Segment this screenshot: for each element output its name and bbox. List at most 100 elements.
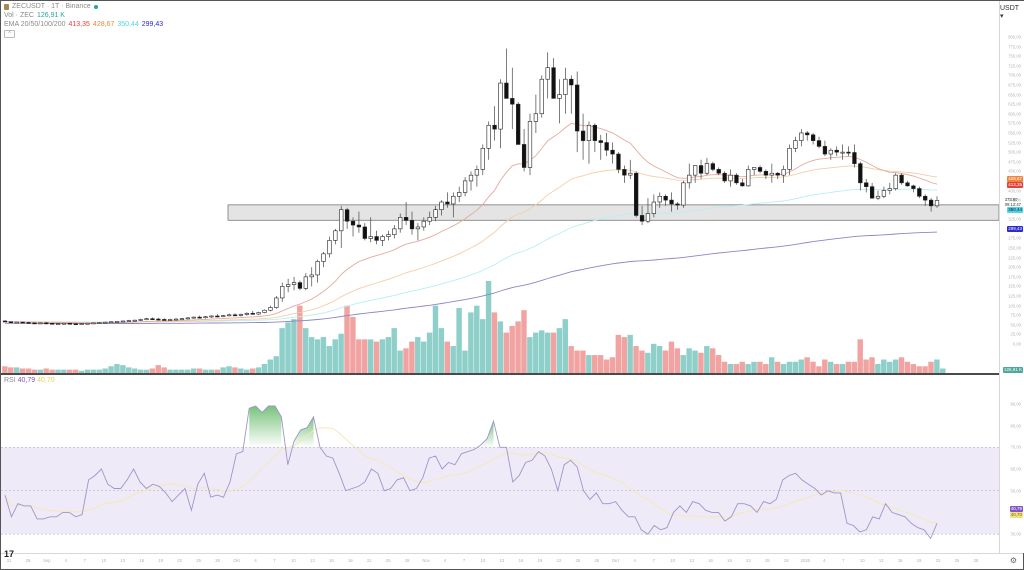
ema200-line [5, 231, 938, 324]
time-tick-label: 25 [196, 558, 201, 563]
price-tick-label: 200,00 [1008, 264, 1021, 270]
ema-price-badge: 350,44 [1007, 206, 1023, 213]
ema20-value: 413,35 [68, 21, 90, 28]
rsi-label: RSI [4, 377, 16, 384]
time-tick-label: Nov [422, 558, 430, 563]
tradingview-logo[interactable]: 17 [4, 549, 15, 559]
time-tick-label: 13 [120, 558, 126, 563]
price-tick-label: 150,00 [1008, 283, 1021, 289]
symbol-row[interactable]: ZECUSDT · 1T · Binance [4, 2, 163, 11]
time-tick-label: 10 [101, 558, 107, 563]
price-tick-label: 75,00 [1010, 312, 1021, 318]
time-tick-label: 16 [708, 558, 713, 563]
time-tick-label: 10 [670, 558, 675, 563]
time-tick-label: 10 [291, 558, 296, 563]
price-tick-label: 225,00 [1008, 255, 1021, 261]
collapse-legend-button[interactable]: ^ [4, 30, 15, 38]
ema100-value: 350,44 [117, 21, 139, 28]
candlestick-chart[interactable] [1, 1, 999, 373]
time-tick-label: 10 [480, 558, 486, 563]
rsi-tick-label: 60,00 [1010, 466, 1021, 472]
price-tick-label: 250,00 [1008, 245, 1021, 251]
time-tick-label: 4 [823, 558, 826, 563]
price-tick-label: 600,00 [1008, 111, 1021, 117]
time-tick-label: 28 [215, 558, 220, 563]
ema-indicator-row[interactable]: EMA 20/50/100/200 413,35 428,67 350,44 2… [4, 20, 163, 29]
time-tick-label: 13 [689, 558, 694, 563]
time-tick-label: 22 [366, 558, 372, 563]
time-tick-label: 19 [727, 558, 732, 563]
rsi-value-badge: 40,79 [1009, 505, 1023, 512]
time-tick-label: 13 [310, 558, 315, 563]
time-tick-label: 7 [273, 558, 276, 563]
currency-selector[interactable]: USDT ▾ [1000, 5, 1019, 20]
time-tick-label: 25 [385, 558, 391, 563]
time-tick-label: 19 [916, 558, 922, 563]
ema-price-badge: 299,43 [1007, 226, 1023, 233]
price-tick-label: 100,00 [1008, 303, 1021, 309]
volume-label: Vol · ZEC [4, 12, 34, 19]
chart-legend: ZECUSDT · 1T · Binance Vol · ZEC 126,91 … [4, 2, 163, 38]
volume-indicator-row[interactable]: Vol · ZEC 126,91 K [4, 11, 163, 20]
price-tick-label: 500,00 [1008, 149, 1021, 155]
time-tick-label: 28 [594, 558, 600, 563]
rsi-legend[interactable]: RSI 40,79 40,70 [4, 377, 55, 384]
price-tick-label: 700,00 [1008, 72, 1021, 78]
last-price-label: 373,80 09:12:47 [1004, 196, 1021, 207]
rsi-value-badge: 40,70 [1009, 511, 1023, 518]
rsi-ma-line [4, 427, 937, 523]
settings-gear-icon[interactable]: ⚙ [1009, 556, 1017, 565]
price-tick-label: 275,00 [1008, 235, 1021, 241]
price-tick-label: 575,00 [1008, 120, 1021, 126]
price-tick-label: 0,00 [1012, 341, 1021, 347]
symbol-title: ZECUSDT · 1T · Binance [12, 3, 91, 10]
time-tick-label: 16 [328, 558, 334, 563]
time-tick-label: 19 [347, 558, 353, 563]
time-tick-label: 7 [462, 558, 466, 563]
rsi-pane[interactable] [1, 375, 999, 553]
price-tick-label: 475,00 [1008, 159, 1021, 165]
price-axis[interactable]: USDT ▾ 800,00 775,00 750,00 725,00 700,00 675… [999, 1, 1024, 553]
time-tick-label: 13 [499, 558, 505, 563]
ema-price-badge: 428,67 [1007, 176, 1023, 183]
time-tick-label: 4 [64, 558, 68, 563]
support-zone[interactable] [227, 204, 999, 221]
ema50-value: 428,67 [92, 21, 115, 28]
price-tick-label: 50,00 [1010, 322, 1021, 328]
time-axis[interactable]: ⚙ 31 28 Sep 4 7 10 13 16 19 22 25 28 Okt 4 7 10 13 16 19 22… [1, 553, 1023, 569]
time-tick-label: 28 [784, 558, 789, 563]
time-tick-label: Okt [233, 558, 240, 563]
time-tick-label: 16 [139, 558, 145, 563]
zec-coin-icon [4, 3, 9, 10]
time-tick-label: 4 [633, 558, 636, 563]
time-tick-label: 16 [897, 558, 903, 563]
time-tick-label: 7 [83, 558, 86, 563]
time-tick-label: 25 [575, 558, 581, 563]
price-pane[interactable] [1, 1, 999, 373]
time-tick-label: 22 [935, 558, 941, 563]
candles [2, 48, 940, 325]
pane-separator[interactable] [1, 373, 1023, 375]
time-tick-label: 19 [537, 558, 543, 563]
volume-value: 126,91 K [36, 12, 65, 19]
volume-bars [2, 281, 946, 373]
rsi-chart[interactable] [1, 375, 999, 553]
time-tick-label: 31 [6, 558, 12, 563]
rsi-tick-label: 80,00 [1010, 423, 1021, 429]
price-tick-label: 650,00 [1008, 92, 1021, 98]
price-tick-label: 325,00 [1008, 216, 1021, 222]
time-tick-label: 7 [842, 558, 845, 563]
volume-badge: 126,91 K [1002, 367, 1023, 373]
price-tick-label: 175,00 [1008, 274, 1021, 280]
time-tick-label: 2026 [800, 558, 811, 563]
ema20-line [4, 123, 938, 324]
rsi-tick-label: 90,00 [1010, 401, 1021, 407]
market-status-icon [93, 4, 98, 9]
time-tick-label: 28 [973, 558, 979, 563]
time-tick-label: 4 [254, 558, 257, 563]
time-tick-label: 22 [177, 558, 182, 563]
rsi-tick-label: 50,00 [1010, 488, 1021, 494]
time-tick-label: 25 [765, 558, 770, 563]
time-tick-label: 22 [746, 558, 751, 563]
rsi-ma-value: 40,70 [37, 377, 55, 384]
